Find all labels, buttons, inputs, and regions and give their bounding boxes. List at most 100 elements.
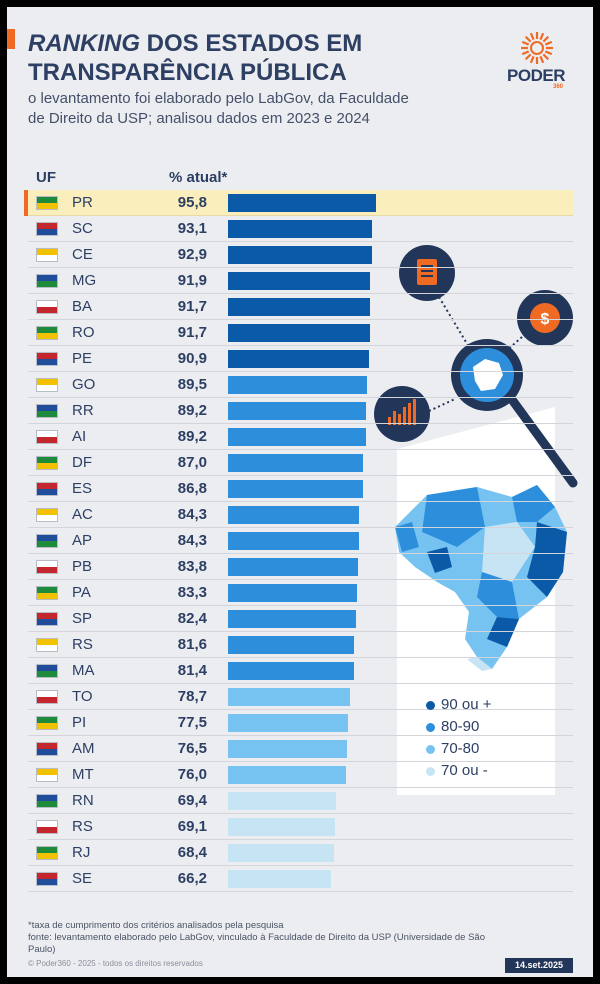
ranking-table: PR 95,8 SC 93,1 CE 92,9 MG 91,9 BA 91,7 RO 91,7 PE 90… — [7, 7, 593, 977]
bar — [228, 376, 367, 394]
state-label: RS — [72, 636, 93, 653]
state-flag-icon — [36, 794, 58, 808]
state-label: MG — [72, 272, 97, 289]
legend-item: 70-80 — [422, 739, 542, 761]
title-rest: DOS ESTADOS EM — [140, 30, 363, 57]
state-label: RR — [72, 402, 94, 419]
bar — [228, 454, 363, 472]
table-row: RS 81,6 — [28, 632, 573, 658]
bar — [228, 532, 359, 550]
state-label: RN — [72, 792, 94, 809]
magnifier-handle — [508, 396, 578, 488]
table-row: RN 69,4 — [28, 788, 573, 814]
state-flag-icon — [36, 846, 58, 860]
state-label: PI — [72, 714, 87, 731]
state-flag-icon — [36, 768, 58, 782]
title-italic: RANKING — [28, 30, 140, 57]
bar — [228, 584, 358, 602]
value-label: 83,3 — [177, 584, 207, 601]
table-row: RO 91,7 — [28, 320, 573, 346]
value-label: 90,9 — [177, 350, 207, 367]
legend-dot — [426, 701, 435, 710]
state-flag-icon — [36, 196, 58, 210]
value-label: 92,9 — [177, 246, 207, 263]
state-label: AM — [72, 740, 95, 757]
bar — [228, 688, 350, 706]
legend-label: 80-90 — [441, 718, 480, 735]
value-label: 84,3 — [177, 532, 207, 549]
source-line1: fonte: levantamento elaborado pelo LabGo… — [28, 932, 485, 943]
value-label: 81,4 — [177, 662, 207, 679]
value-label: 68,4 — [177, 844, 207, 861]
bar — [228, 558, 358, 576]
poder360-logo: PODER 360 — [503, 29, 573, 90]
legend-item: 70 ou - — [422, 761, 542, 783]
value-label: 91,7 — [177, 324, 207, 341]
bar — [228, 506, 359, 524]
legend-label: 70 ou - — [441, 762, 488, 779]
state-label: RO — [72, 324, 95, 341]
value-label: 69,1 — [177, 818, 207, 835]
state-flag-icon — [36, 586, 58, 600]
column-header-uf: UF — [36, 169, 56, 186]
legend-label: 90 ou + — [441, 696, 492, 713]
state-flag-icon — [36, 638, 58, 652]
state-flag-icon — [36, 534, 58, 548]
bar — [228, 402, 367, 420]
bar — [228, 662, 355, 680]
infographic-card: RANKING DOS ESTADOS EM TRANSPARÊNCIA PÚB… — [7, 7, 593, 977]
state-label: PB — [72, 558, 93, 575]
value-label: 86,8 — [177, 480, 207, 497]
state-label: MT — [72, 766, 94, 783]
state-flag-icon — [36, 690, 58, 704]
bar — [228, 220, 373, 238]
subtitle-line1: o levantamento foi elaborado pelo LabGov… — [28, 90, 409, 107]
table-row: SE 66,2 — [28, 866, 573, 892]
state-label: PA — [72, 584, 91, 601]
footnote: *taxa de cumprimento dos critérios anali… — [28, 920, 284, 931]
bar — [228, 480, 363, 498]
legend-dot — [426, 745, 435, 754]
value-label: 87,0 — [177, 454, 207, 471]
table-row: RR 89,2 — [28, 398, 573, 424]
state-label: GO — [72, 376, 96, 393]
bar — [228, 714, 349, 732]
legend-label: 70-80 — [441, 740, 480, 757]
value-label: 81,6 — [177, 636, 207, 653]
state-label: CE — [72, 246, 93, 263]
brazil-illustration: $ — [374, 245, 578, 795]
state-label: RJ — [72, 844, 91, 861]
table-row: AP 84,3 — [28, 528, 573, 554]
brazil-mini-icon — [473, 359, 503, 391]
legend-dot — [426, 767, 435, 776]
bar — [228, 870, 331, 888]
page-title: RANKING DOS ESTADOS EM TRANSPARÊNCIA PÚB… — [28, 29, 488, 87]
title-line2: TRANSPARÊNCIA PÚBLICA — [28, 59, 347, 86]
bar — [228, 818, 336, 836]
state-flag-icon — [36, 820, 58, 834]
value-label: 89,2 — [177, 428, 207, 445]
value-label: 93,1 — [177, 220, 207, 237]
table-row: SP 82,4 — [28, 606, 573, 632]
state-flag-icon — [36, 430, 58, 444]
table-row: AM 76,5 — [28, 736, 573, 762]
state-label: ES — [72, 480, 93, 497]
table-row: MA 81,4 — [28, 658, 573, 684]
table-row: MT 76,0 — [28, 762, 573, 788]
value-label: 89,2 — [177, 402, 207, 419]
bar — [228, 272, 371, 290]
table-row: SC 93,1 — [28, 216, 573, 242]
table-row: BA 91,7 — [28, 294, 573, 320]
bar — [228, 298, 371, 316]
state-flag-icon — [36, 378, 58, 392]
value-label: 83,8 — [177, 558, 207, 575]
bar — [228, 844, 335, 862]
table-row: ES 86,8 — [28, 476, 573, 502]
table-row: DF 87,0 — [28, 450, 573, 476]
state-label: SP — [72, 610, 93, 627]
state-flag-icon — [36, 716, 58, 730]
bar — [228, 194, 377, 212]
legend: 90 ou + 80-90 70-80 70 ou - — [422, 695, 542, 783]
state-label: RS — [72, 818, 93, 835]
state-label: TO — [72, 688, 93, 705]
